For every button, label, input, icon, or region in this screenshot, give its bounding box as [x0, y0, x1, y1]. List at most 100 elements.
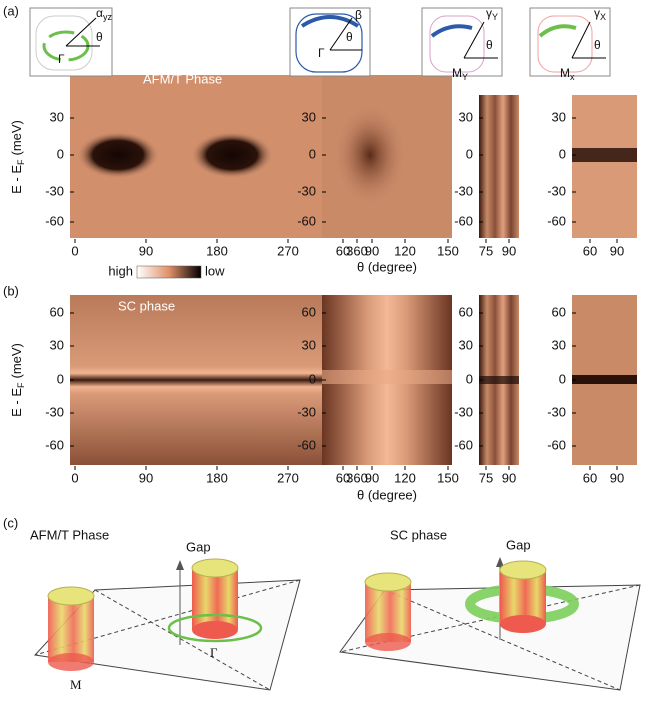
inset-center: MY: [452, 66, 468, 82]
inset-center: Mx: [560, 66, 575, 82]
y-axis-label: E - EF (meV): [9, 343, 26, 417]
y-tick-label: 0: [559, 371, 566, 386]
inset-center-main: Γ: [58, 52, 65, 66]
insets: [29, 7, 611, 77]
phase-label: AFM/T Phase: [143, 71, 222, 86]
y-tick-label: 0: [466, 146, 473, 161]
panel-label: (b): [3, 283, 19, 298]
x-tick-label: 180: [206, 243, 228, 258]
y-tick-label: 0: [57, 371, 64, 386]
colorbar: [136, 265, 202, 279]
x-tick-label: 90: [610, 470, 624, 485]
panel-label: (a): [3, 3, 19, 18]
heatmap-a: [70, 75, 637, 238]
inset-angle: θ: [594, 38, 601, 52]
y-tick-label: -30: [297, 404, 316, 419]
inset-band-main: β: [355, 8, 362, 22]
y-tick-label: 0: [57, 146, 64, 161]
inset-center: Γ: [318, 46, 325, 60]
x-tick-label: 150: [437, 470, 459, 485]
x-tick-label: 90: [139, 243, 153, 258]
x-tick-label: 90: [502, 243, 516, 258]
y-tick-label: 0: [559, 146, 566, 161]
x-tick-label: 150: [437, 243, 459, 258]
x-axis-label: θ (degree): [357, 259, 417, 274]
y-axis-label-unit: (meV): [9, 120, 24, 155]
x-tick-label: 270: [277, 243, 299, 258]
heatmap-b: [70, 295, 637, 465]
x-tick-label: 60: [583, 243, 597, 258]
y-tick-label: 30: [50, 109, 64, 124]
inset-center-main: M: [452, 66, 462, 80]
schematic-axis: Gap: [186, 539, 211, 554]
y-axis-label-sub: F: [16, 159, 26, 165]
y-tick-label: -30: [45, 404, 64, 419]
x-tick-label: 180: [206, 470, 228, 485]
y-tick-label: 60: [50, 304, 64, 319]
inset-band: β: [355, 8, 362, 22]
y-tick-label: 30: [302, 337, 316, 352]
y-axis-label-sub: F: [16, 382, 26, 388]
inset-band-sub: X: [600, 12, 606, 22]
y-tick-label: -30: [454, 404, 473, 419]
y-tick-label: 30: [302, 109, 316, 124]
inset-angle: θ: [346, 30, 353, 44]
schematic: [33, 557, 641, 691]
y-tick-label: -30: [547, 183, 566, 198]
y-tick-label: -60: [547, 213, 566, 228]
inset-center-sub: x: [570, 72, 575, 82]
inset-angle: θ: [486, 38, 493, 52]
colorbar-low: low: [205, 263, 225, 278]
y-axis-label-main: E - E: [9, 388, 24, 417]
phase-label: SC phase: [118, 298, 175, 313]
x-tick-label: 60: [336, 470, 350, 485]
inset-center-sub: Y: [462, 72, 468, 82]
x-tick-label: 90: [365, 243, 379, 258]
inset-band-main: α: [96, 6, 103, 20]
colorbar-high: high: [108, 263, 133, 278]
y-tick-label: 60: [552, 304, 566, 319]
inset-center-main: M: [560, 66, 570, 80]
y-tick-label: -60: [297, 213, 316, 228]
x-tick-label: 270: [277, 470, 299, 485]
x-tick-label: 60: [336, 243, 350, 258]
y-tick-label: -30: [547, 404, 566, 419]
inset-band: γY: [486, 6, 498, 22]
x-tick-label: 75: [479, 470, 493, 485]
y-tick-label: 0: [309, 371, 316, 386]
x-tick-label: 0: [71, 470, 78, 485]
inset-band-main: γ: [486, 6, 492, 20]
y-axis-label: E - EF (meV): [9, 120, 26, 194]
y-tick-label: -60: [45, 437, 64, 452]
y-tick-label: 30: [552, 337, 566, 352]
x-tick-label: 90: [502, 470, 516, 485]
x-tick-label: 120: [394, 243, 416, 258]
x-tick-label: 0: [71, 243, 78, 258]
schematic-corner: M: [70, 677, 82, 692]
y-tick-label: -60: [297, 437, 316, 452]
inset-band-sub: Y: [492, 12, 498, 22]
y-tick-label: 30: [552, 109, 566, 124]
y-tick-label: -60: [547, 437, 566, 452]
y-tick-label: -60: [45, 213, 64, 228]
y-tick-label: -60: [454, 437, 473, 452]
y-tick-label: 60: [459, 304, 473, 319]
y-tick-label: 0: [309, 146, 316, 161]
inset-angle: θ: [96, 30, 103, 44]
inset-center-main: Γ: [318, 46, 325, 60]
x-tick-label: 360: [346, 243, 368, 258]
y-tick-label: -30: [454, 183, 473, 198]
y-axis-label-main: E - E: [9, 165, 24, 194]
x-tick-label: 360: [346, 470, 368, 485]
x-tick-label: 60: [583, 470, 597, 485]
schematic-center: Γ: [210, 645, 218, 660]
y-tick-label: 30: [50, 337, 64, 352]
schematic-phase: AFM/T Phase: [30, 527, 109, 542]
x-tick-label: 75: [479, 243, 493, 258]
inset-band: γX: [594, 6, 606, 22]
y-axis-label-unit: (meV): [9, 343, 24, 378]
inset-band-sub: yz: [103, 12, 113, 22]
y-tick-label: -30: [45, 183, 64, 198]
schematic-axis: Gap: [506, 537, 531, 552]
